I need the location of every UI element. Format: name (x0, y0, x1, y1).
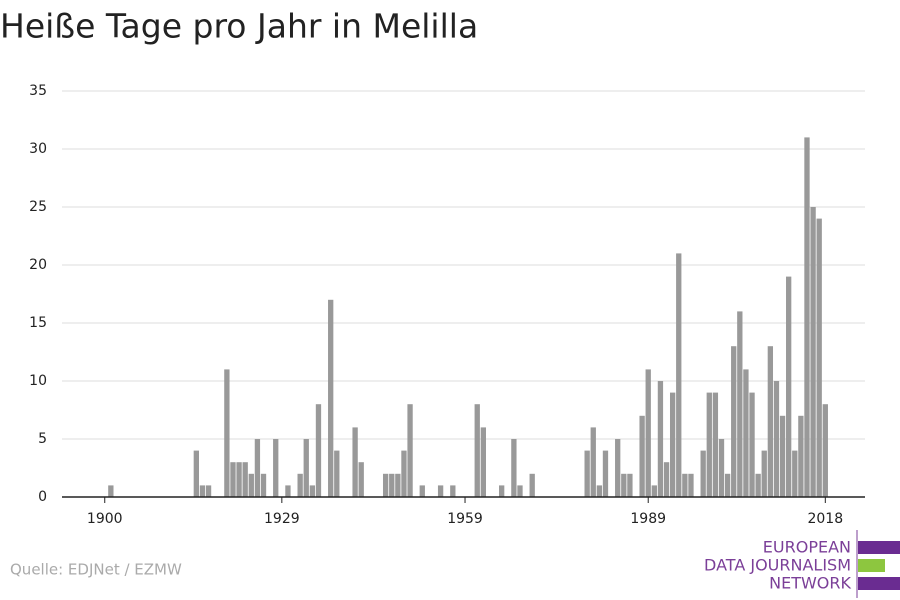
bar (334, 450, 340, 497)
bar (669, 392, 676, 497)
bar (382, 473, 389, 497)
bar (230, 462, 236, 497)
bar (248, 473, 254, 497)
logo-bar (858, 559, 885, 572)
logo-text: NETWORK (769, 574, 851, 593)
bar (450, 485, 456, 497)
y-tick-label: 5 (38, 431, 47, 447)
bar (419, 485, 425, 497)
bar (663, 462, 670, 497)
bar (285, 485, 291, 497)
bar (205, 485, 212, 497)
bar (767, 346, 774, 497)
bar (816, 218, 822, 497)
bar (810, 207, 816, 497)
bar (822, 404, 828, 497)
bar (224, 369, 230, 497)
y-tick-label: 0 (38, 489, 47, 505)
bar (724, 473, 731, 497)
bar (242, 462, 248, 497)
bar (499, 485, 505, 497)
y-tick-label: 20 (29, 257, 47, 273)
logo-bar (858, 541, 900, 554)
x-tick-label: 1929 (264, 511, 300, 527)
bar (755, 473, 761, 497)
bar (108, 485, 114, 497)
bar (193, 450, 199, 497)
bar (602, 450, 609, 497)
bar (761, 450, 767, 497)
bar (688, 473, 694, 497)
bar (773, 381, 780, 497)
bar (309, 485, 316, 497)
logo-text: EUROPEAN (763, 538, 851, 557)
bar (260, 473, 267, 497)
bar (645, 369, 651, 497)
bar (401, 450, 407, 497)
bar (199, 485, 206, 497)
bar (804, 137, 810, 497)
bar (389, 473, 395, 497)
bar (792, 450, 798, 497)
x-tick-label: 1989 (630, 511, 666, 527)
chart-title: Heiße Tage pro Jahr in Melilla (0, 7, 478, 46)
bar (779, 415, 786, 497)
bar (358, 462, 364, 497)
bar (315, 404, 322, 497)
bar (437, 485, 444, 497)
bar (352, 427, 358, 497)
logo-bar (858, 577, 900, 590)
bar (474, 404, 480, 497)
bar (700, 450, 706, 497)
bar (615, 439, 621, 497)
x-tick-label: 1900 (87, 511, 123, 527)
y-tick-label: 30 (29, 141, 47, 157)
bar (798, 415, 804, 497)
bar (303, 439, 309, 497)
logo-text: DATA JOURNALISM (704, 556, 851, 575)
y-tick-label: 10 (29, 373, 47, 389)
bar (511, 439, 517, 497)
bar (718, 439, 725, 497)
bar (737, 311, 743, 497)
bar (639, 415, 645, 497)
bar (480, 427, 487, 497)
bar (731, 346, 737, 497)
bar (786, 276, 792, 497)
y-tick-label: 35 (29, 83, 47, 99)
y-tick-label: 15 (29, 315, 47, 331)
x-tick-label: 2018 (807, 511, 843, 527)
bar (328, 299, 334, 497)
bar (749, 392, 755, 497)
bar (596, 485, 603, 497)
bar (682, 473, 688, 497)
bar (517, 485, 523, 497)
bar (676, 253, 682, 497)
bar (590, 427, 596, 497)
bar (706, 392, 712, 497)
x-tick-label: 1959 (447, 511, 483, 527)
y-tick-label: 25 (29, 199, 47, 215)
bar (657, 381, 664, 497)
bar (621, 473, 627, 497)
bar (297, 473, 303, 497)
bar (529, 473, 535, 497)
source: Quelle: EDJNet / EZMW (10, 561, 182, 579)
bar (651, 485, 657, 497)
bar (584, 450, 590, 497)
bar (407, 404, 413, 497)
bar (395, 473, 401, 497)
bar (254, 439, 261, 497)
bar (236, 462, 242, 497)
bar (743, 369, 749, 497)
bar (273, 439, 279, 497)
bar (712, 392, 719, 497)
bar (627, 473, 633, 497)
